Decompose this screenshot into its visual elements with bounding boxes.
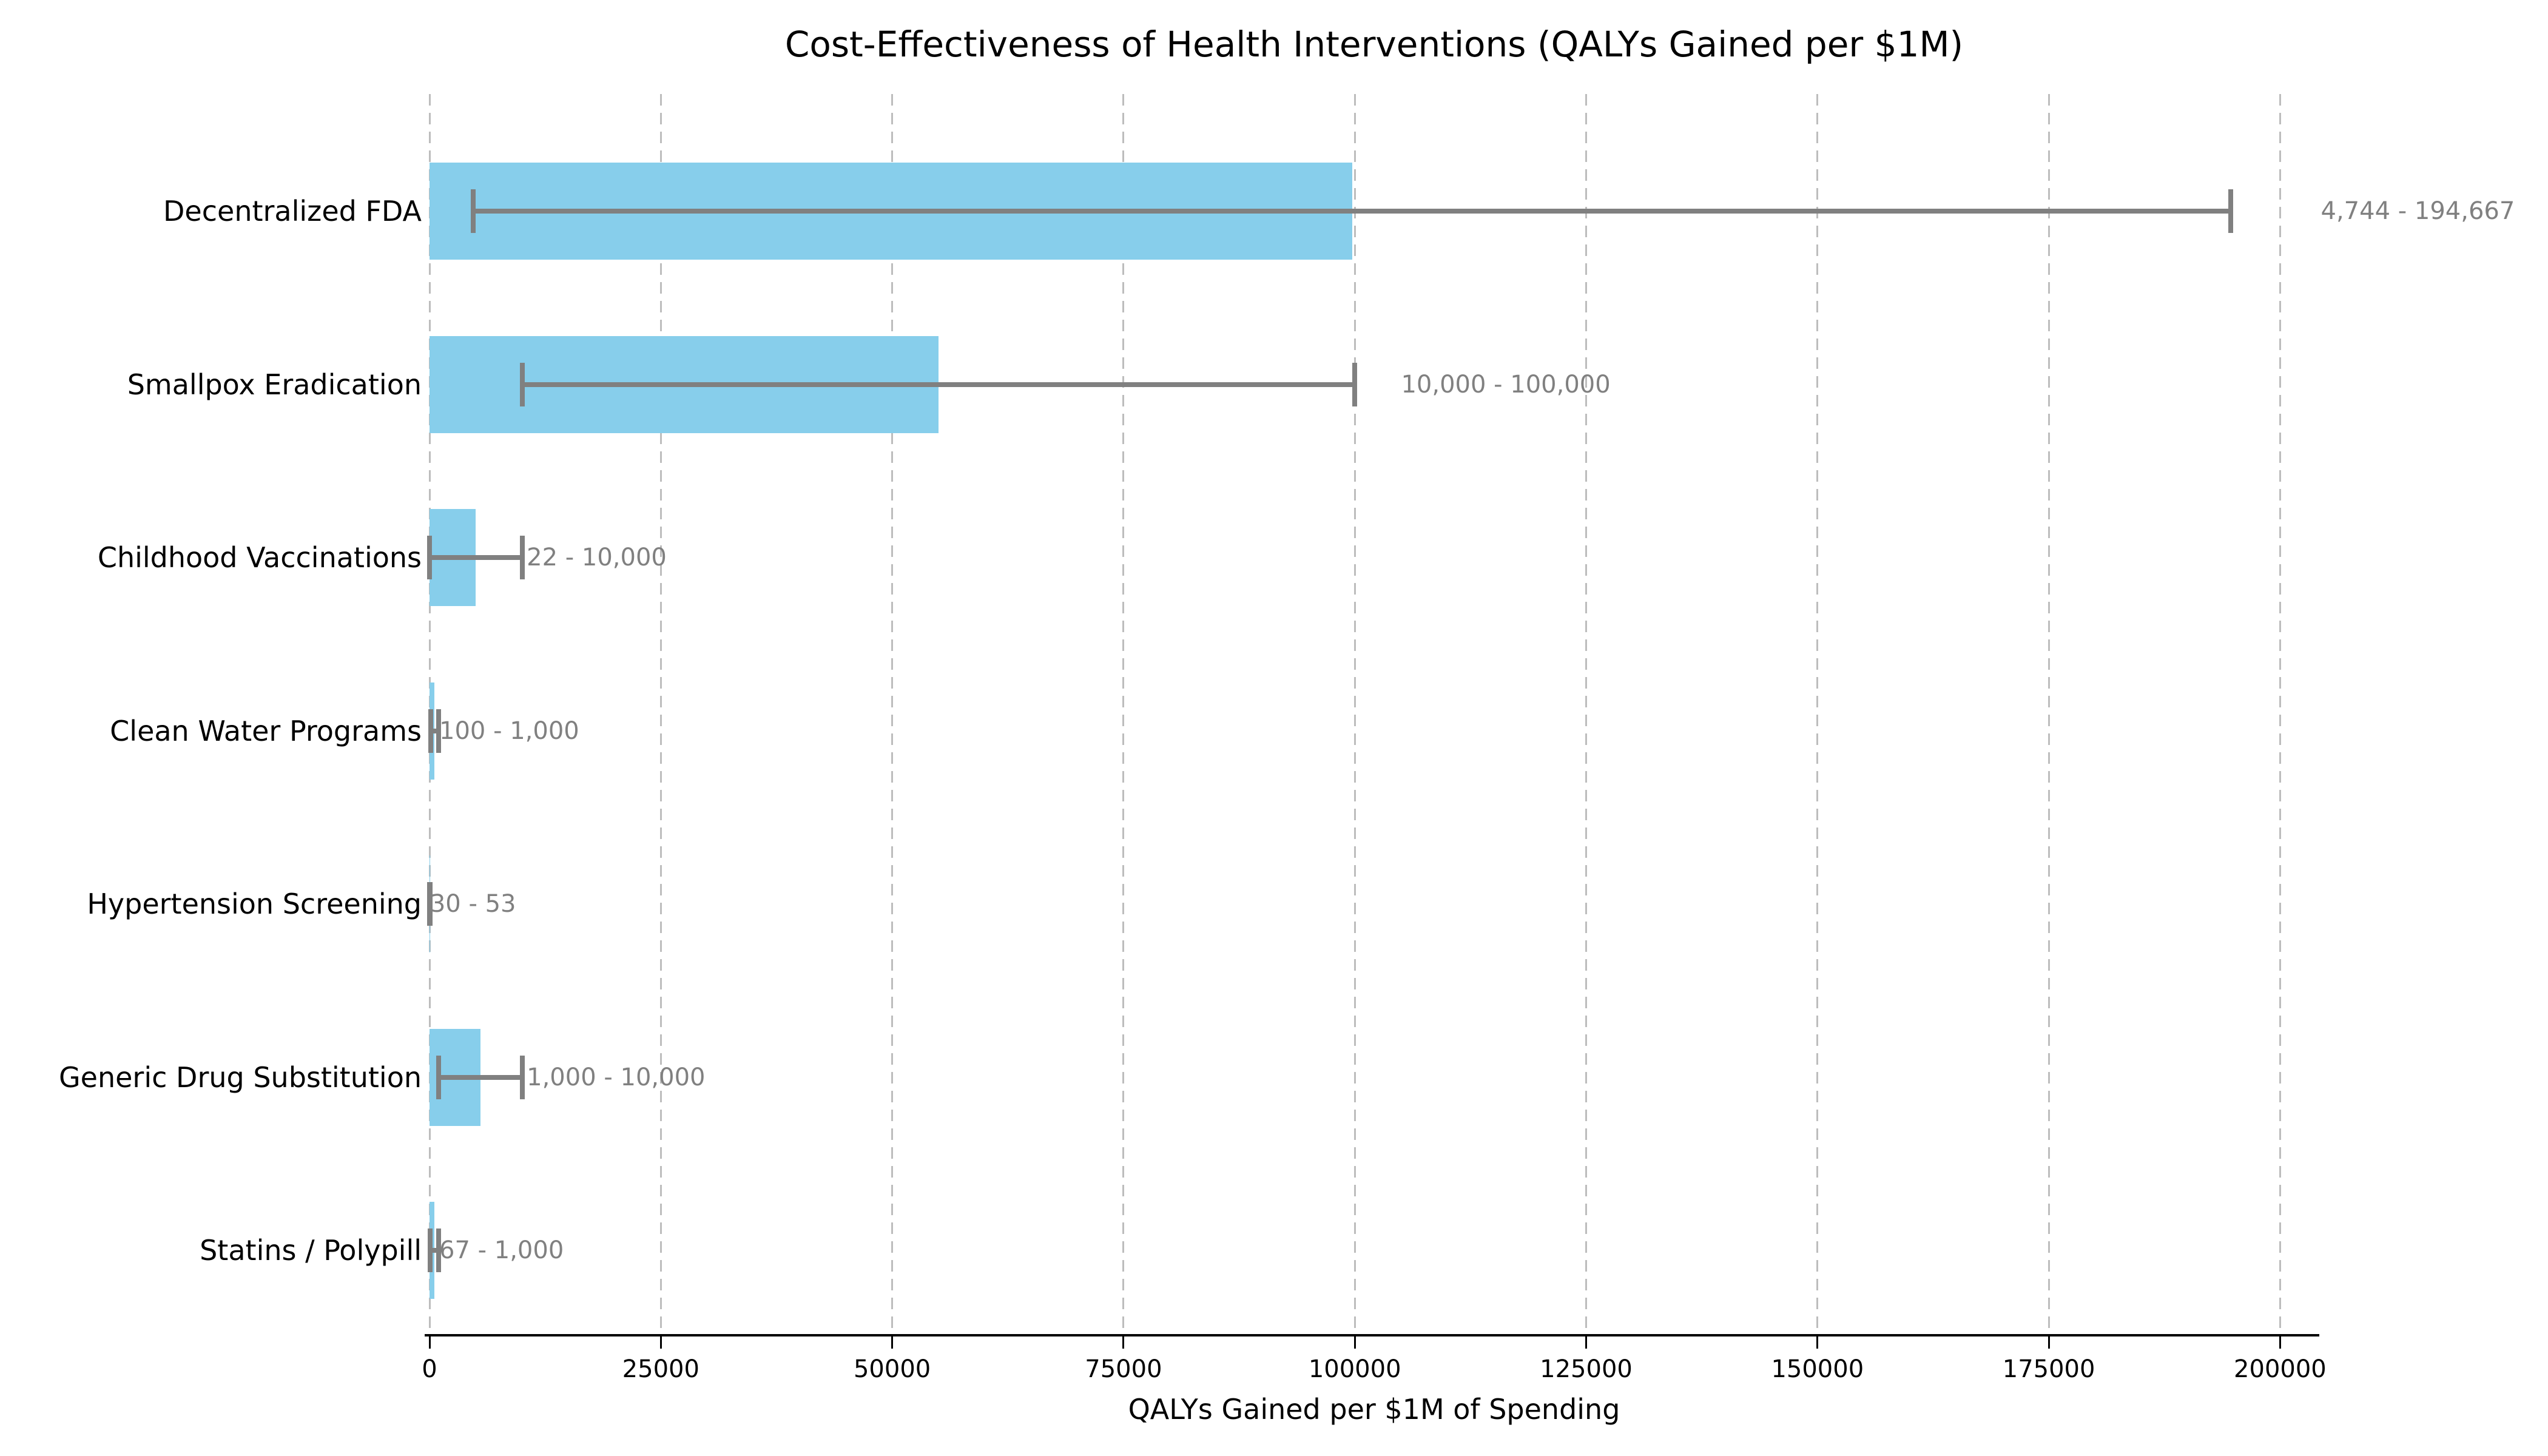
x-tick-label: 150000 [1771,1355,1864,1383]
x-tick-label: 25000 [622,1355,699,1383]
error-bar-cap [519,362,525,406]
error-bar-line [430,728,439,733]
range-label: 22 - 10,000 [527,544,667,571]
error-bar-cap [427,882,433,926]
chart-title: Cost-Effectiveness of Health Interventio… [784,24,1964,65]
error-bar-cap [471,189,476,233]
category-label: Clean Water Programs [110,714,422,747]
gridline [2279,94,2281,1334]
error-bar-line [522,382,1355,387]
x-tick-label: 50000 [853,1355,931,1383]
x-tick [891,1336,894,1349]
x-tick [1122,1336,1125,1349]
error-bar-cap [427,536,433,579]
x-tick [659,1336,662,1349]
error-bar-cap [428,709,433,753]
category-label: Childhood Vaccinations [97,541,422,574]
x-tick [1585,1336,1587,1349]
error-bar-cap [2228,189,2234,233]
gridline [659,94,662,1334]
gridline [1122,94,1125,1334]
range-label: 67 - 1,000 [439,1236,564,1264]
x-tick-label: 200000 [2234,1355,2327,1383]
gridline [891,94,894,1334]
gridline [1353,94,1356,1334]
x-tick-label: 175000 [2002,1355,2095,1383]
error-bar-cap [436,709,442,753]
x-tick [428,1336,431,1349]
x-axis-label: QALYs Gained per $1M of Spending [1128,1393,1620,1426]
range-label: 4,744 - 194,667 [2320,197,2515,225]
category-label: Decentralized FDA [163,195,422,228]
category-label: Generic Drug Substitution [59,1060,422,1094]
category-label: Statins / Polypill [200,1234,422,1267]
x-tick-label: 0 [422,1355,437,1383]
x-tick [2279,1336,2281,1349]
category-label: Smallpox Eradication [127,368,422,401]
error-bar-cap [436,1055,442,1099]
category-label: Hypertension Screening [87,888,422,920]
range-label: 100 - 1,000 [439,716,579,745]
gridline [2048,94,2050,1334]
x-tick-label: 75000 [1085,1355,1162,1383]
range-label: 30 - 53 [430,890,516,918]
x-tick-label: 100000 [1308,1355,1401,1383]
x-axis-spine [425,1334,2319,1336]
error-bar-cap [1352,362,1358,406]
x-tick [1816,1336,1819,1349]
error-bar-cap [519,536,525,579]
gridline [1585,94,1587,1334]
range-label: 1,000 - 10,000 [527,1063,706,1091]
range-label: 10,000 - 100,000 [1401,370,1611,399]
error-bar-line [430,1248,439,1253]
error-bar-cap [436,1228,442,1272]
error-bar-cap [428,1228,433,1272]
error-bar-line [473,209,2231,214]
error-bar-line [439,1074,522,1080]
x-tick [1353,1336,1356,1349]
x-tick [2048,1336,2050,1349]
x-tick-label: 125000 [1540,1355,1633,1383]
gridline [1816,94,1819,1334]
error-bar-line [430,555,522,560]
error-bar-cap [519,1055,525,1099]
